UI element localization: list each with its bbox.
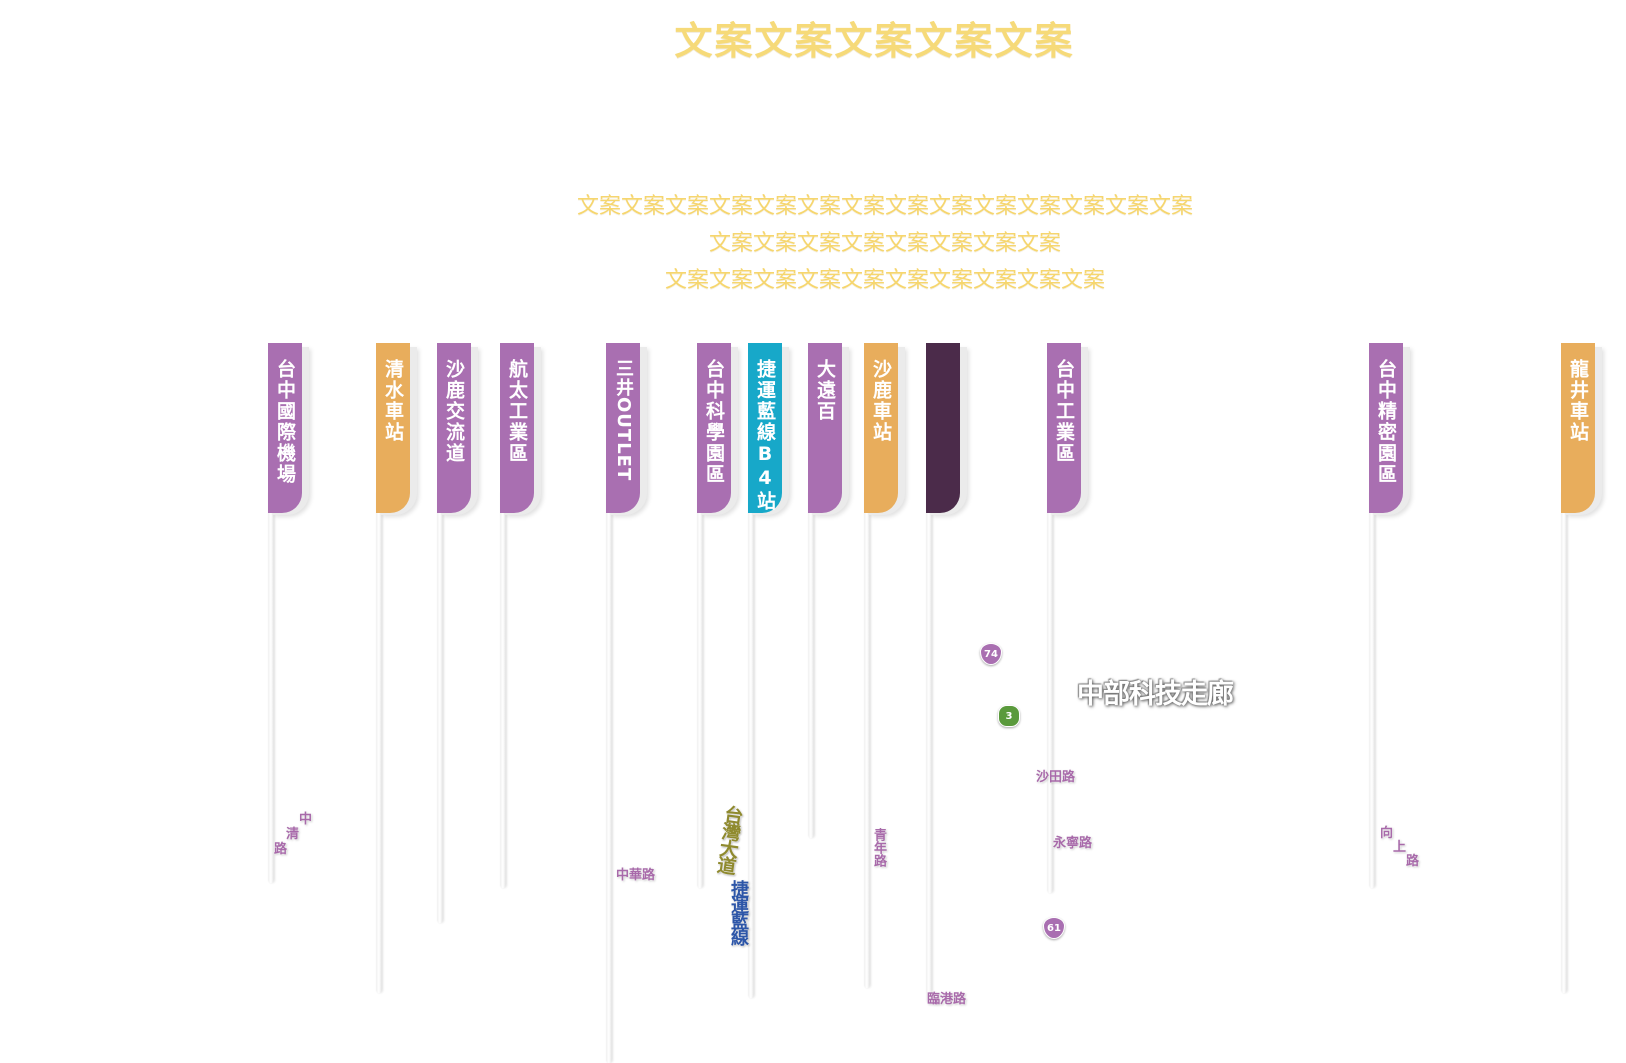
road-label-yongning: 永寧路: [1053, 836, 1093, 851]
description-line: 文案文案文案文案文案文案文案文案文案文案: [664, 268, 1105, 293]
route-61-shield-icon: 61: [1043, 917, 1065, 939]
page-title: 文案文案文案文案文案: [674, 18, 1075, 63]
road-label-zhonghua: 中華路: [616, 868, 656, 883]
marker-label: 龍井車站: [1567, 359, 1589, 443]
road-label-qingnian: 青年路: [871, 828, 886, 867]
description-line: 文案文案文案文案文案文案文案文案: [708, 231, 1061, 256]
road-label-xiangshang-2: 上: [1393, 840, 1407, 855]
road-label-zhongqing-1: 中: [299, 812, 313, 827]
marker-label: 台中國際機場: [274, 359, 296, 485]
marker-label: 三井OUTLET: [613, 359, 634, 482]
road-label-xiangshang-1: 向: [1380, 826, 1394, 841]
road-label-zhongqing-3: 路: [274, 842, 288, 857]
marker-label: 台中科學園區: [703, 359, 725, 485]
route-74-shield-icon: 74: [980, 643, 1002, 665]
marker-label: 沙鹿交流道: [443, 359, 465, 464]
marker-label: 台中精密園區: [1375, 359, 1397, 485]
route-3-shield-icon: 3: [998, 705, 1020, 727]
marker-label: 捷運藍線B4站: [754, 359, 776, 512]
marker-label: 台中工業區: [1053, 359, 1075, 464]
road-label-xiangshang-3: 路: [1406, 854, 1420, 869]
description-line: 文案文案文案文案文案文案文案文案文案文案文案文案文案文案: [576, 194, 1193, 219]
corridor-label: 中部科技走廊: [1077, 679, 1234, 710]
marker-label: 航太工業區: [506, 359, 528, 464]
road-label-zhongqing-2: 清: [286, 827, 300, 842]
marker-label: 大遠百: [814, 359, 836, 422]
road-label-mrt-blue-line: 捷運藍線: [728, 880, 749, 944]
marker-label: 清水車站: [382, 359, 404, 443]
description: 文案文案文案文案文案文案文案文案文案文案文案文案文案文案 文案文案文案文案文案文…: [0, 188, 1626, 299]
road-label-lingang: 臨港路: [927, 992, 967, 1007]
marker-label: 沙鹿車站: [870, 359, 892, 443]
road-label-shatian: 沙田路: [1036, 770, 1076, 785]
road-label-taiwan-boulevard: 台灣大道: [713, 803, 745, 875]
